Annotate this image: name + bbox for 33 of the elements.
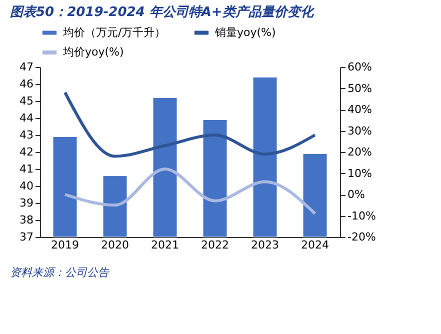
line-series (64, 91, 316, 158)
y-tick-label: 37 (20, 230, 34, 244)
y2-tick-label: -20% (348, 230, 376, 244)
y-tick-label: 47 (20, 60, 34, 74)
x-tick-label: 2024 (301, 238, 329, 252)
y-tick-label: 39 (20, 196, 34, 210)
y2-tick-label: 50% (348, 82, 372, 95)
y2-tick-label: 30% (348, 124, 372, 138)
y2-tick-label: 10% (348, 166, 372, 180)
line-series (64, 168, 316, 216)
legend-label: 均价yoy(%) (62, 46, 124, 58)
y-tick-label: 40 (20, 180, 34, 192)
legend-label: 均价（万元/万千升） (62, 26, 166, 39)
x-tick-label: 2021 (151, 238, 179, 252)
y-tick-label: 42 (20, 146, 34, 158)
y-tick-label: 45 (20, 94, 34, 108)
y-tick-label: 43 (20, 128, 34, 142)
y2-tick-label: 40% (348, 103, 372, 116)
chart-title: 图表50：2019-2024 年公司特A+类产品量价变化 (10, 4, 316, 20)
text: 资料来源：公司公告 (10, 266, 110, 279)
y2-tick-label: 60% (348, 60, 372, 74)
x-tick-label: 2019 (51, 238, 79, 252)
legend-label: 销量yoy(%) (214, 26, 276, 39)
y2-tick-label: 20% (348, 146, 372, 158)
y2-tick-label: 0% (348, 188, 365, 201)
y-tick-label: 38 (20, 214, 34, 226)
x-tick-label: 2020 (101, 238, 129, 252)
y-tick-label: 41 (20, 162, 34, 176)
y-tick-label: 44 (20, 112, 34, 124)
x-tick-label: 2022 (201, 238, 229, 252)
y2-tick-label: -10% (348, 209, 376, 222)
x-tick-label: 2023 (251, 238, 279, 252)
y-tick-label: 46 (20, 78, 34, 90)
